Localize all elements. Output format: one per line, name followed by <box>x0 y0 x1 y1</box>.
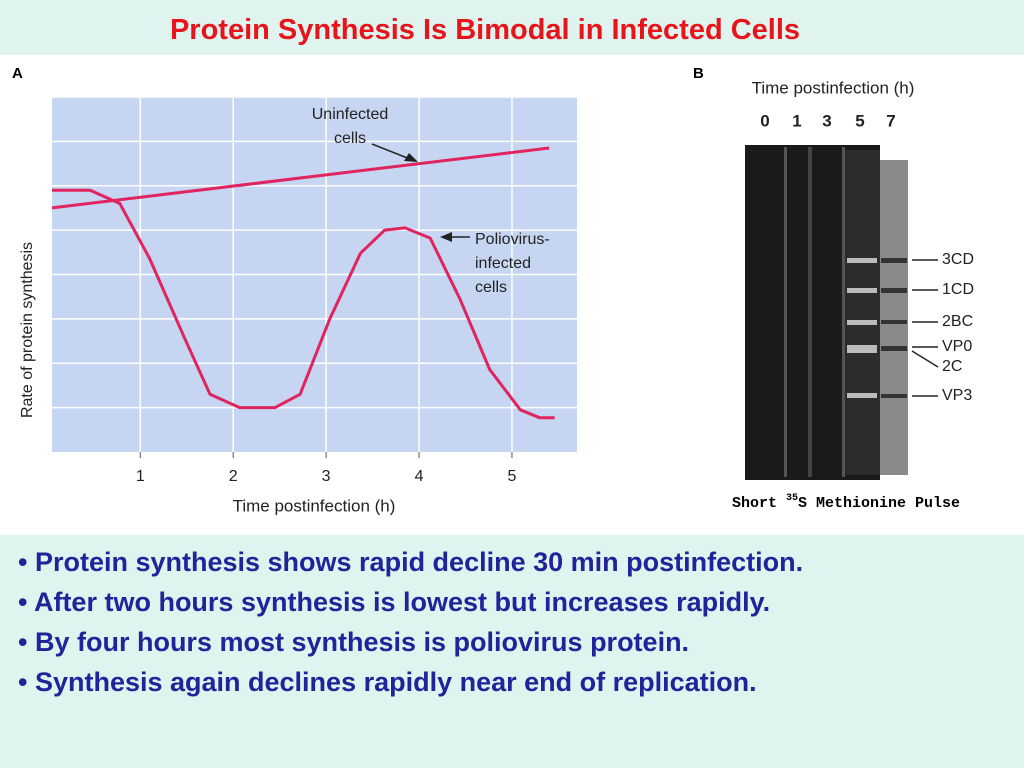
lane-label: 3 <box>822 111 831 130</box>
gel-lane-gap <box>784 147 787 477</box>
band-label: 2BC <box>942 313 973 330</box>
x-tick-label: 4 <box>415 468 424 485</box>
data-line <box>51 146 550 210</box>
gel <box>745 145 939 480</box>
x-tick-label: 5 <box>508 468 517 485</box>
arrowhead <box>404 153 418 162</box>
gel-lane-gap <box>842 147 845 477</box>
gel-caption: Short 35S Methionine Pulse <box>732 493 960 512</box>
bullet-list: • Protein synthesis shows rapid decline … <box>18 542 1018 702</box>
annotation: Uninfected <box>312 106 389 123</box>
lane-label: 5 <box>855 111 864 130</box>
gel-bands <box>881 258 907 398</box>
gel-lane <box>880 160 908 475</box>
figure: A B Time postinfection (h) Short 35S Met… <box>0 55 1024 535</box>
annotation: infected <box>475 255 531 272</box>
x-axis-label: Time postinfection (h) <box>233 496 396 515</box>
bullet: • Synthesis again declines rapidly near … <box>18 667 757 697</box>
panel-label: B <box>693 65 704 82</box>
band-label: 1CD <box>942 281 974 298</box>
annotation: cells <box>334 130 366 147</box>
y-axis-label: Rate of protein synthesis <box>19 242 36 418</box>
caption-text: S Methionine Pulse <box>798 495 960 512</box>
arrowhead <box>440 232 452 242</box>
bullet: • After two hours synthesis is lowest bu… <box>18 587 771 617</box>
caption-superscript: 35 <box>786 493 798 504</box>
band-label: VP3 <box>942 387 972 404</box>
x-tick-label: 2 <box>229 468 238 485</box>
annotation: Poliovirus- <box>475 231 550 248</box>
x-tick-label: 1 <box>136 468 145 485</box>
band-label: 3CD <box>942 251 974 268</box>
panel-label: A <box>12 65 23 82</box>
data-line <box>52 188 555 420</box>
bullet: • Protein synthesis shows rapid decline … <box>18 547 804 577</box>
annotation: cells <box>475 279 507 296</box>
band-label: 2C <box>942 358 962 375</box>
x-tick-label: 3 <box>322 468 331 485</box>
caption-text: Short <box>732 495 786 512</box>
gel-axis-title: Time postinfection (h) <box>752 78 915 97</box>
lane-label: 0 <box>760 111 769 130</box>
gel-bands <box>847 258 877 398</box>
gel-lane-gap <box>808 147 812 477</box>
band-pointers <box>911 259 939 397</box>
bullet: • By four hours most synthesis is poliov… <box>18 627 690 657</box>
band-label: VP0 <box>942 338 972 355</box>
gel-lane <box>845 150 880 475</box>
slide-title: Protein Synthesis Is Bimodal in Infected… <box>169 14 801 46</box>
lane-label: 7 <box>886 111 895 130</box>
lane-label: 1 <box>792 111 801 130</box>
